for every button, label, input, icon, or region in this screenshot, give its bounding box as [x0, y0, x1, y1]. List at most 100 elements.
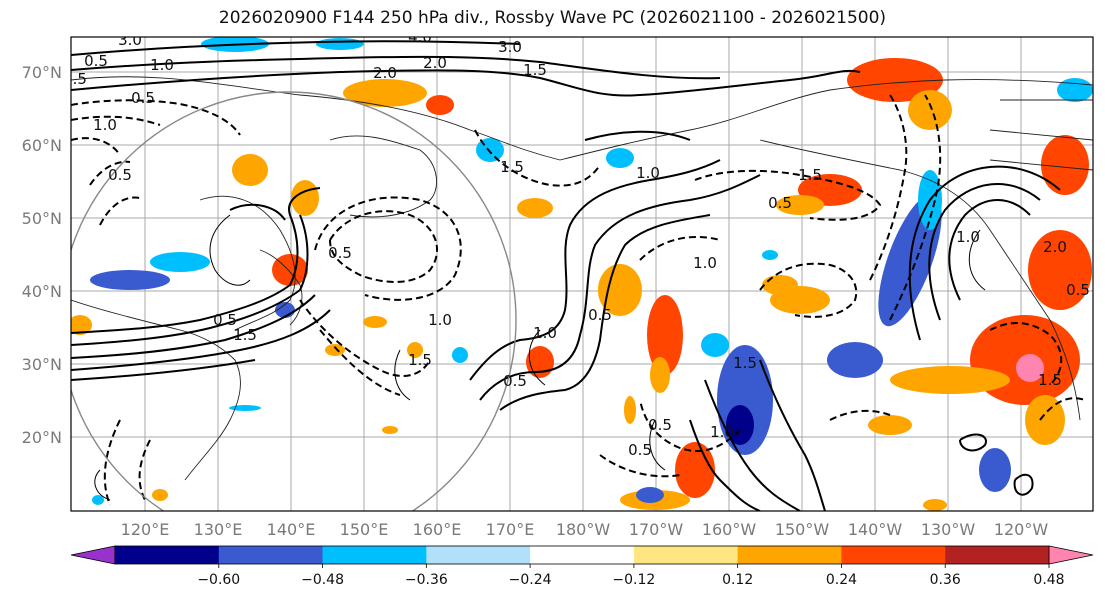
neg-anomaly	[606, 148, 634, 168]
lon-label: 140°W	[848, 520, 903, 539]
contour-label: 0.5	[503, 372, 527, 390]
contour-label: 0.5	[1066, 281, 1090, 299]
pos-anomaly	[517, 198, 553, 218]
contour-label: 2.0	[373, 64, 397, 82]
neg-anomaly	[762, 250, 778, 260]
highlight-circle	[71, 91, 517, 511]
neg-anomaly	[726, 405, 754, 445]
pos-anomaly	[624, 396, 636, 424]
divergence-shading	[71, 37, 1093, 511]
contour-label: 1.0	[93, 116, 117, 134]
neg-anomaly	[90, 270, 170, 290]
lon-label: 130°E	[194, 520, 243, 539]
neg-anomaly	[452, 347, 468, 363]
pos-anomaly	[363, 316, 387, 328]
colorbar-segment	[530, 546, 635, 564]
contour-label: 1.0	[150, 56, 174, 74]
pos-anomaly	[868, 415, 912, 435]
contour-label: 1.0	[428, 311, 452, 329]
colorbar-segment	[737, 546, 842, 564]
neg-anomaly	[150, 252, 210, 272]
coastlines	[71, 76, 1093, 481]
contour-label: 1.0	[710, 423, 734, 441]
colorbar-segment	[322, 546, 427, 564]
pos-anomaly	[382, 426, 398, 434]
contour-label: 0.5	[328, 244, 352, 262]
contour-label: 1.5	[500, 158, 524, 176]
lat-label: 60°N	[22, 136, 62, 155]
colorbar: −0.60 −0.48 −0.36 −0.24 −0.12 0.12 0.24 0.36 0.4…	[70, 545, 1094, 588]
contour-label: 0.5	[628, 441, 652, 459]
pos-anomaly	[650, 357, 670, 393]
contour-label: 3.0	[118, 31, 142, 49]
neg-anomaly	[316, 38, 364, 50]
neg-anomaly	[979, 448, 1011, 492]
contour-label: 1.0	[533, 324, 557, 342]
pos-anomaly	[232, 154, 268, 186]
colorbar-tick-label: −0.12	[612, 572, 655, 588]
pos-anomaly	[325, 344, 345, 356]
lon-label: 160°E	[413, 520, 462, 539]
pos-anomaly	[1016, 354, 1044, 382]
pos-anomaly	[343, 79, 427, 107]
neg-anomaly	[1057, 78, 1093, 102]
map-title: 2026020900 F144 250 hPa div., Rossby Wav…	[218, 8, 887, 28]
contour-label: 1.5	[1038, 371, 1062, 389]
lat-label: 50°N	[22, 209, 62, 228]
colorbar-segment	[426, 546, 531, 564]
contour-label: 1.5	[798, 166, 822, 184]
colorbar-tick-label: 0.48	[1033, 572, 1064, 588]
contour-label: 4.0	[408, 28, 432, 46]
contour-label: 1.5	[233, 326, 257, 344]
colorbar-tick-label: −0.24	[509, 572, 552, 588]
colorbar-tick-label: −0.48	[301, 572, 344, 588]
contour-label: 0.5	[84, 52, 108, 70]
contours-solid	[71, 40, 1061, 511]
contour-label: 0.5	[213, 311, 237, 329]
lon-label: 180°W	[556, 520, 611, 539]
pos-anomaly	[426, 95, 454, 115]
pos-anomaly	[908, 90, 952, 130]
contour-label: 2.0	[1043, 238, 1067, 256]
contours-dashed	[71, 94, 1086, 506]
colorbar-segment	[115, 546, 220, 564]
lon-label: 120°E	[121, 520, 170, 539]
neg-anomaly	[636, 487, 664, 503]
lat-label: 70°N	[22, 63, 62, 82]
contour-label: 1.0	[636, 164, 660, 182]
pos-anomaly	[598, 264, 642, 316]
neg-anomaly	[827, 342, 883, 378]
contours-zero	[94, 214, 986, 501]
contour-labels: 3.0 4.03.02.0 1.50.5 1.01.50.52.01.00.5 1.5 1…	[63, 28, 1090, 459]
pos-anomaly	[1041, 135, 1089, 195]
colorbar-tick-label: −0.60	[197, 572, 240, 588]
colorbar-frame	[114, 545, 1050, 565]
contour-label: 1.5	[63, 70, 87, 88]
pos-anomaly	[407, 342, 423, 358]
pos-anomaly	[762, 275, 798, 295]
pos-anomaly	[890, 366, 1010, 394]
lon-label: 170°E	[486, 520, 535, 539]
latitude-labels: 20°N 30°N 40°N 50°N 60°N 70°N	[22, 63, 62, 447]
neg-anomaly	[92, 495, 104, 505]
contour-label: 0.5	[108, 166, 132, 184]
contour-label: 3.0	[498, 38, 522, 56]
colorbar-tick-label: 0.12	[722, 572, 753, 588]
lon-label: 150°W	[775, 520, 830, 539]
lat-label: 20°N	[22, 428, 62, 447]
pos-anomaly	[776, 195, 824, 215]
lon-label: 120°W	[994, 520, 1049, 539]
contour-label: 1.0	[693, 254, 717, 272]
lat-label: 40°N	[22, 282, 62, 301]
contour-label: 1.5	[733, 354, 757, 372]
contour-label: 1.0	[956, 228, 980, 246]
contour-label: 1.5	[408, 351, 432, 369]
pos-anomaly	[272, 254, 308, 286]
lon-label: 150°E	[340, 520, 389, 539]
lon-label: 140°E	[267, 520, 316, 539]
colorbar-segment	[218, 546, 324, 564]
pos-anomaly	[1025, 395, 1065, 445]
longitude-labels: 120°E 130°E 140°E 150°E 160°E 170°E 180°W 170°W…	[121, 520, 1049, 539]
colorbar-tick-label: −0.36	[405, 572, 448, 588]
